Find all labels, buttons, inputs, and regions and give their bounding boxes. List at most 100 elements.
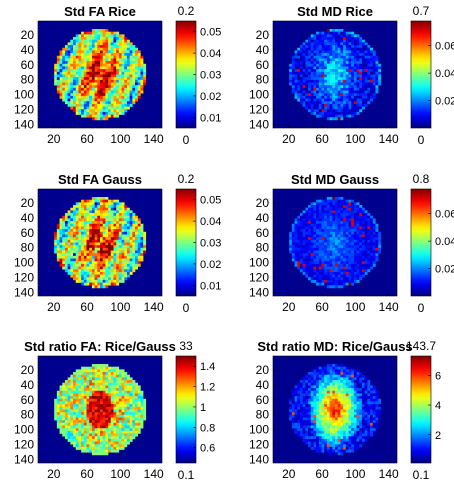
heatmap-cell <box>100 382 103 386</box>
heatmap-cell <box>105 117 109 121</box>
heatmap-cell <box>121 66 125 70</box>
heatmap-cell <box>91 237 95 241</box>
heatmap-cell <box>140 420 144 424</box>
heatmap-cell <box>351 231 355 235</box>
heatmap-cell <box>335 50 338 54</box>
heatmap-cell <box>83 425 87 429</box>
heatmap-cell <box>361 77 365 81</box>
heatmap-cell <box>108 438 112 442</box>
heatmap-cell <box>140 396 144 400</box>
heatmap-cell <box>89 393 93 397</box>
heatmap-cell <box>310 380 314 383</box>
heatmap-cell <box>308 247 311 251</box>
heatmap-cell <box>116 79 120 83</box>
heatmap-cell <box>367 255 371 259</box>
heatmap-cell <box>124 377 128 381</box>
heatmap-cell <box>89 250 93 254</box>
heatmap-cell <box>318 229 322 233</box>
heatmap-cell <box>89 282 93 286</box>
heatmap-cell <box>324 53 328 57</box>
heatmap-cell <box>329 377 333 381</box>
heatmap-cell <box>356 109 360 113</box>
heatmap-cell <box>143 63 147 67</box>
heatmap-cell <box>62 58 66 62</box>
heatmap-cell <box>73 401 76 405</box>
heatmap-cell <box>348 388 352 392</box>
heatmap-cell <box>308 374 311 378</box>
heatmap-cell <box>302 215 306 219</box>
heatmap-cell <box>105 409 109 413</box>
heatmap-cell <box>78 34 82 38</box>
heatmap-cell <box>326 85 330 89</box>
heatmap-cell <box>335 239 338 243</box>
heatmap-cell <box>367 390 371 394</box>
heatmap-cell <box>67 69 71 73</box>
heatmap-cell <box>64 218 68 222</box>
heatmap-cell <box>305 223 309 227</box>
heatmap-cell <box>297 385 301 389</box>
heatmap-cell <box>113 446 117 450</box>
heatmap-cell <box>297 390 301 394</box>
heatmap-cell <box>67 242 71 246</box>
heatmap-cell <box>340 69 344 73</box>
heatmap-cell <box>313 377 317 381</box>
heatmap-cell <box>353 93 357 97</box>
heatmap-cell <box>305 247 309 251</box>
heatmap-cell <box>102 29 106 32</box>
heatmap-cell <box>343 114 347 118</box>
heatmap-cell <box>324 205 328 208</box>
heatmap-cell <box>332 205 336 208</box>
heatmap-cell <box>91 446 95 450</box>
heatmap-cell <box>83 436 87 440</box>
heatmap-cell <box>337 79 341 83</box>
heatmap-cell <box>316 282 320 286</box>
heatmap-cell <box>318 69 322 73</box>
heatmap-cell <box>294 63 298 67</box>
heatmap-cell <box>67 66 71 70</box>
heatmap-cell <box>78 103 82 107</box>
heatmap-cell <box>364 50 368 54</box>
heatmap-cell <box>105 433 109 437</box>
heatmap-cell <box>326 215 330 219</box>
heatmap-cell <box>370 71 373 75</box>
heatmap-cell <box>137 50 141 54</box>
heatmap-cell <box>340 226 344 230</box>
heatmap-cell <box>313 388 317 392</box>
heatmap-cell <box>118 39 122 43</box>
heatmap-cell <box>100 101 103 105</box>
heatmap-cell <box>132 45 136 48</box>
heatmap-cell <box>326 271 330 275</box>
heatmap-cell <box>59 263 63 267</box>
heatmap-cell <box>89 98 93 102</box>
heatmap-cell <box>62 218 66 222</box>
heatmap-cell <box>345 109 349 113</box>
heatmap-cell <box>94 69 98 73</box>
heatmap-cell <box>372 85 376 89</box>
heatmap-cell <box>361 74 365 78</box>
heatmap-cell <box>97 422 101 426</box>
heatmap-cell <box>86 103 90 107</box>
heatmap-cell <box>105 263 109 267</box>
heatmap-cell <box>73 390 76 394</box>
heatmap-cell <box>348 95 352 99</box>
heatmap-cell <box>137 85 141 89</box>
heatmap-cell <box>353 266 357 270</box>
heatmap-cell <box>83 444 87 448</box>
heatmap-cell <box>81 39 85 43</box>
heatmap-cell <box>329 98 333 102</box>
heatmap-cell <box>345 274 349 278</box>
heatmap-cell <box>102 218 106 222</box>
heatmap-cell <box>124 45 128 48</box>
heatmap-cell <box>83 226 87 230</box>
heatmap-cell <box>110 234 114 238</box>
heatmap-cell <box>308 71 311 75</box>
heatmap-cell <box>329 247 333 251</box>
heatmap-cell <box>359 223 363 227</box>
heatmap-cell <box>372 79 376 83</box>
heatmap-cell <box>108 207 112 211</box>
heatmap-cell <box>124 372 128 375</box>
heatmap-cell <box>294 396 298 400</box>
heatmap-cell <box>137 69 141 73</box>
heatmap-cell <box>86 55 90 59</box>
heatmap-cell <box>59 409 63 413</box>
